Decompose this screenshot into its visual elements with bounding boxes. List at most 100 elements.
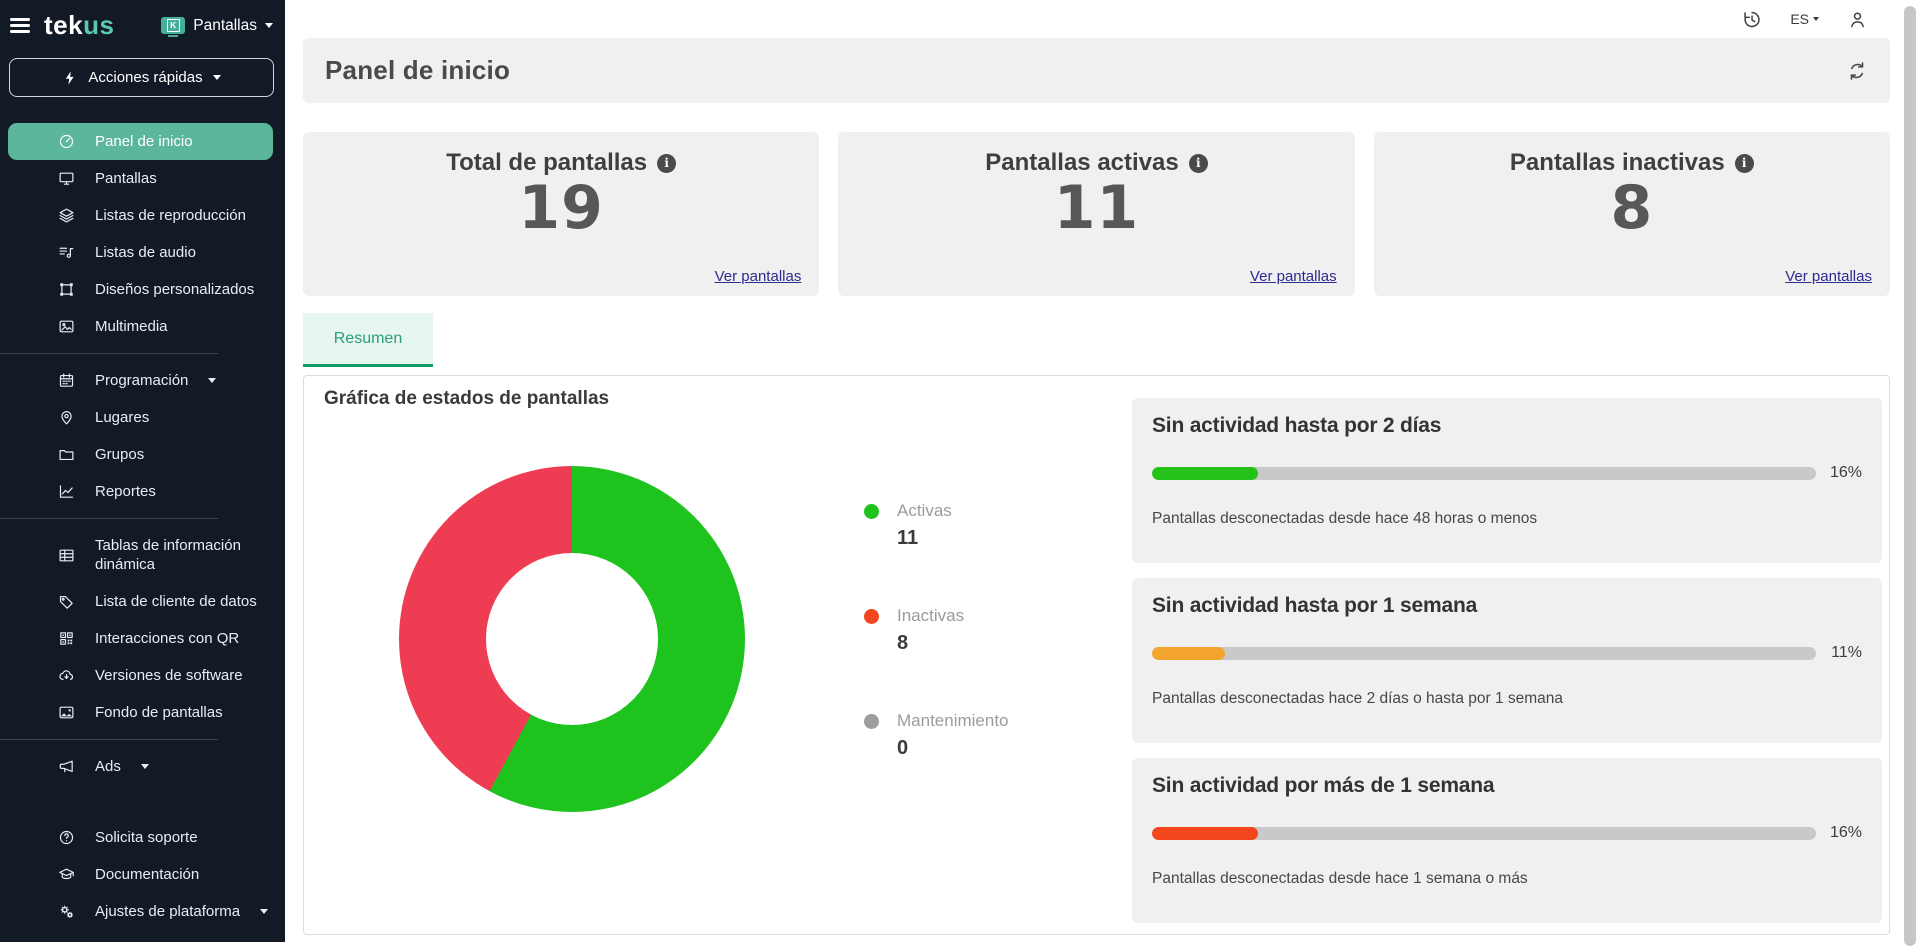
sidebar-item-documentaci-n[interactable]: Documentación [0, 856, 285, 893]
sidebar: tekus K Pantallas Acciones rápidas Panel… [0, 0, 285, 942]
tab-resumen[interactable]: Resumen [303, 313, 433, 367]
donut-chart[interactable] [399, 466, 745, 812]
history-icon[interactable] [1741, 9, 1762, 30]
legend-entry: Mantenimiento 0 [864, 711, 1009, 760]
language-selector[interactable]: ES [1790, 11, 1819, 27]
sidebar-item-ads[interactable]: Ads [0, 748, 285, 785]
context-label: Pantallas [193, 16, 257, 34]
legend-dot-icon [864, 713, 879, 729]
sidebar-item-label: Versiones de software [95, 667, 243, 684]
ver-pantallas-link[interactable]: Ver pantallas [1785, 268, 1872, 285]
sidebar-item-panel-de-inicio[interactable]: Panel de inicio [8, 123, 273, 160]
progress-percent-label: 16% [1829, 464, 1862, 481]
calendar-icon [58, 372, 75, 389]
sidebar-item-solicita-soporte[interactable]: Solicita soporte [0, 819, 285, 856]
sidebar-item-label: Pantallas [95, 170, 157, 187]
context-switcher[interactable]: K Pantallas [161, 16, 273, 37]
info-icon[interactable]: i [1188, 153, 1208, 173]
legend-label: Inactivas [897, 606, 965, 625]
sidebar-item-grupos[interactable]: Grupos [0, 436, 285, 473]
cloud-download-icon [58, 667, 75, 684]
graduation-cap-icon [58, 866, 75, 883]
chevron-down-icon [260, 909, 269, 914]
stat-card-value: 19 [518, 173, 604, 243]
stats-row: Total de pantallas i 19 Ver pantallas Pantal… [303, 132, 1890, 296]
lightning-bolt-icon [62, 70, 78, 86]
info-icon[interactable]: i [657, 153, 677, 173]
ver-pantallas-link[interactable]: Ver pantallas [1249, 268, 1337, 285]
design-frame-icon [58, 281, 75, 298]
megaphone-icon [58, 758, 75, 775]
sidebar-divider [0, 739, 218, 740]
info-icon[interactable]: i [1734, 153, 1754, 173]
sidebar-item-listas-de-reproducci-n[interactable]: Listas de reproducción [0, 197, 285, 234]
table-icon [58, 547, 75, 564]
chart-title: Gráfica de estados de pantallas [324, 388, 610, 409]
legend-dot-icon [864, 503, 879, 519]
activity-card: Sin actividad hasta por 2 días 16% Pantall… [1132, 398, 1882, 563]
sidebar-item-multimedia[interactable]: Multimedia [0, 308, 285, 345]
map-pin-icon [58, 409, 75, 426]
quick-actions-label: Acciones rápidas [88, 69, 203, 86]
activity-card-description: Pantallas desconectadas desde hace 48 ho… [1152, 510, 1538, 527]
sidebar-item-label: Listas de reproducción [95, 207, 246, 224]
sidebar-item-programaci-n[interactable]: Programación [0, 362, 285, 399]
activity-card-title: Sin actividad hasta por 2 días [1152, 414, 1442, 437]
sidebar-item-label: Interacciones con QR [95, 630, 240, 647]
monitor-icon [58, 170, 75, 187]
quick-actions-button[interactable]: Acciones rápidas [9, 58, 274, 97]
legend-value: 11 [897, 527, 919, 549]
sidebar-item-label: Ajustes de plataforma [95, 903, 241, 920]
stat-card-value: 11 [1053, 173, 1140, 243]
brand-logo[interactable]: tekus [44, 10, 114, 41]
activity-card-title: Sin actividad por más de 1 semana [1152, 774, 1495, 797]
sidebar-item-label: Listas de audio [95, 244, 196, 261]
sidebar-item-label: Programación [95, 372, 189, 389]
chart-line-icon [58, 483, 75, 500]
legend-label: Activas [897, 501, 952, 520]
sidebar-item-dise-os-personalizados[interactable]: Diseños personalizados [0, 271, 285, 308]
legend-label: Mantenimiento [897, 711, 1009, 730]
vertical-scrollbar[interactable] [1904, 6, 1916, 946]
sidebar-item-tablas-de-informaci-n-din-mica[interactable]: Tablas de información dinámica [0, 527, 285, 583]
monitor-k-icon: K [161, 17, 186, 37]
sidebar-item-label: Lugares [95, 409, 150, 426]
sidebar-item-label: Reportes [95, 483, 156, 500]
page-title: Panel de inicio [325, 55, 511, 85]
folder-icon [58, 446, 75, 463]
sidebar-item-reportes[interactable]: Reportes [0, 473, 285, 510]
progress-bar-fill [1152, 466, 1259, 480]
ver-pantallas-link[interactable]: Ver pantallas [714, 268, 802, 285]
sidebar-item-lugares[interactable]: Lugares [0, 399, 285, 436]
sidebar-item-lista-de-cliente-de-datos[interactable]: Lista de cliente de datos [0, 583, 285, 620]
sidebar-item-ajustes-de-plataforma[interactable]: Ajustes de plataforma [0, 893, 285, 930]
refresh-icon[interactable] [1846, 60, 1868, 82]
sidebar-item-fondo-de-pantallas[interactable]: Fondo de pantallas [0, 694, 285, 731]
sidebar-item-label: Fondo de pantallas [95, 704, 223, 721]
sidebar-item-pantallas[interactable]: Pantallas [0, 160, 285, 197]
progress-percent-label: 11% [1831, 644, 1862, 661]
logo-tek: tek [44, 10, 84, 40]
legend-value: 0 [897, 737, 909, 759]
stat-card-title: Pantallas activas [985, 149, 1179, 176]
data-tag-icon [58, 593, 75, 610]
sidebar-item-interacciones-con-qr[interactable]: Interacciones con QR [0, 620, 285, 657]
sidebar-divider [0, 353, 218, 354]
activity-card-description: Pantallas desconectadas hace 2 días o ha… [1152, 690, 1564, 707]
sidebar-item-listas-de-audio[interactable]: Listas de audio [0, 234, 285, 271]
qr-code-icon [58, 630, 75, 647]
sidebar-item-label: Ads [95, 758, 121, 775]
sidebar-item-label: Panel de inicio [95, 133, 193, 150]
sidebar-item-label: Multimedia [95, 318, 168, 335]
progress-bar-fill [1152, 826, 1259, 840]
sidebar-header: tekus K Pantallas [0, 0, 285, 45]
gears-icon [58, 903, 75, 920]
activity-cards: Sin actividad hasta por 2 días 16% Pantall… [1132, 398, 1882, 923]
chevron-down-icon [208, 378, 217, 383]
page-header: Panel de inicio [303, 38, 1890, 103]
hamburger-menu-icon[interactable] [10, 18, 30, 33]
user-profile-icon[interactable] [1847, 9, 1868, 30]
sidebar-item-label: Solicita soporte [95, 829, 198, 846]
sidebar-item-versiones-de-software[interactable]: Versiones de software [0, 657, 285, 694]
activity-card: Sin actividad hasta por 1 semana 11% Panta… [1132, 578, 1882, 743]
